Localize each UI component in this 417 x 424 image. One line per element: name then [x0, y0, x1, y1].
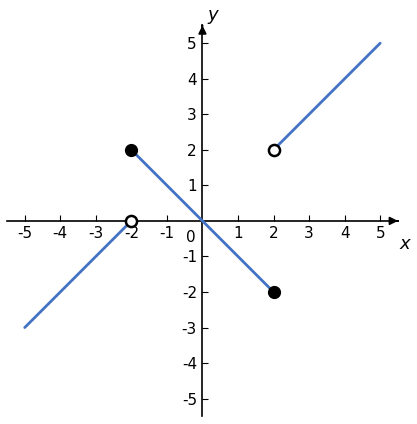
Text: 0: 0 [186, 230, 196, 245]
Text: y: y [208, 6, 219, 24]
Text: x: x [400, 235, 410, 253]
